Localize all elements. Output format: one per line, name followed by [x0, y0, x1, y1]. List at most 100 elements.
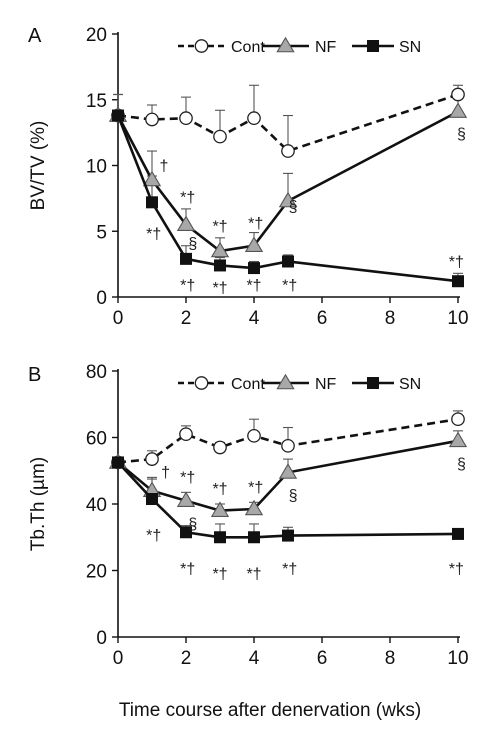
legend-label: SN — [399, 39, 421, 56]
significance-mark: *† — [282, 277, 297, 294]
data-point — [214, 531, 226, 544]
significance-marks: † *† *† *† *† § § § *† *† *† *† *† — [146, 126, 466, 297]
legend-marker — [367, 40, 379, 52]
data-point — [213, 129, 227, 144]
significance-mark: *† — [212, 566, 227, 583]
x-tick-label: 2 — [181, 648, 192, 669]
series-nf — [108, 431, 468, 517]
x-tick-label: 10 — [447, 648, 468, 669]
y-axis-title: Tb.Th (µm) — [28, 457, 49, 551]
data-point — [112, 456, 124, 469]
significance-mark: *† — [146, 528, 161, 545]
x-axis-title: Time course after denervation (wks) — [119, 700, 421, 721]
significance-mark: *† — [146, 226, 161, 243]
significance-mark: § — [457, 456, 466, 473]
legend-entry-sn: SN — [352, 39, 421, 56]
significance-mark: *† — [212, 481, 227, 498]
significance-marks: † *† *† *† *† § § § *† *† *† *† *† — [146, 456, 466, 583]
y-tick-label: 0 — [96, 288, 107, 309]
data-point — [451, 87, 465, 102]
significance-mark: *† — [212, 218, 227, 235]
panel-b-tb-th: B 0 20 40 60 80 0 2 4 6 8 10 Tb.Th (µm) † *† *† *† *† § § § *… — [28, 362, 469, 669]
data-point — [180, 526, 192, 539]
data-point — [179, 111, 193, 126]
x-tick-label: 0 — [113, 648, 124, 669]
y-tick-label: 0 — [96, 628, 107, 649]
panel-a-bv-tv: A 0 5 10 15 20 0 2 4 6 8 10 BV/TV (%) † *† *† *† *† § § § *† *… — [28, 25, 469, 329]
data-point — [213, 440, 227, 455]
data-point — [448, 431, 468, 448]
legend-label: Cont — [231, 376, 265, 393]
x-tick-label: 10 — [447, 308, 468, 329]
x-tick-label: 4 — [249, 648, 260, 669]
significance-mark: *† — [246, 277, 261, 294]
y-tick-label: 15 — [86, 91, 107, 112]
data-point — [146, 493, 158, 506]
y-tick-label: 5 — [96, 222, 107, 243]
legend-label: Cont — [231, 39, 265, 56]
significance-mark: *† — [212, 280, 227, 297]
data-point — [179, 427, 193, 442]
legend-marker — [276, 36, 295, 53]
significance-mark: *† — [449, 561, 464, 578]
errorbars-cont — [113, 410, 463, 463]
legend-marker — [276, 373, 295, 390]
significance-mark: *† — [248, 479, 263, 496]
x-tick-label: 8 — [385, 308, 396, 329]
data-point — [452, 527, 464, 540]
y-tick-label: 10 — [86, 157, 107, 178]
data-point — [176, 215, 196, 231]
errorbars-cont — [113, 84, 463, 152]
data-point — [176, 491, 196, 507]
data-point — [278, 463, 298, 479]
significance-mark: § — [457, 126, 466, 143]
significance-mark: *† — [248, 216, 263, 233]
data-point — [248, 531, 260, 544]
data-point — [282, 529, 294, 542]
data-point — [448, 102, 468, 118]
data-point — [210, 241, 230, 258]
legend-label: NF — [315, 376, 337, 393]
data-point — [247, 111, 261, 126]
data-point — [146, 196, 158, 209]
panel-label: B — [28, 364, 41, 386]
data-point — [145, 112, 159, 127]
x-tick-label: 2 — [181, 308, 192, 329]
data-point — [145, 452, 159, 466]
x-tick-label: 6 — [317, 308, 328, 329]
legend-marker — [194, 39, 209, 53]
data-point — [214, 259, 226, 272]
legend-entry-sn: SN — [352, 376, 421, 393]
series-sn — [112, 456, 464, 544]
y-tick-label: 20 — [86, 562, 107, 583]
x-tick-label: 4 — [249, 308, 260, 329]
significance-mark: *† — [449, 254, 464, 271]
y-tick-label: 80 — [86, 362, 107, 383]
legend-marker — [367, 377, 379, 389]
data-point — [180, 252, 192, 265]
legend-entry-nf: NF — [262, 373, 337, 393]
y-tick-label: 60 — [86, 429, 107, 450]
data-point — [244, 236, 264, 253]
data-point — [210, 501, 230, 517]
significance-mark: *† — [180, 277, 195, 294]
significance-mark: *† — [180, 189, 195, 206]
significance-mark: *† — [246, 566, 261, 583]
y-tick-label: 20 — [86, 25, 107, 46]
x-tick-label: 0 — [113, 308, 124, 329]
legend-label: SN — [399, 376, 421, 393]
significance-mark: † — [161, 464, 170, 481]
legend-entry-cont: Cont — [178, 376, 265, 393]
data-point — [248, 262, 260, 275]
legend: Cont NF SN — [178, 373, 421, 393]
data-point — [281, 438, 295, 453]
legend-marker — [194, 376, 209, 390]
significance-mark: *† — [282, 561, 297, 578]
significance-mark: § — [188, 516, 197, 533]
y-tick-label: 40 — [86, 495, 107, 516]
significance-mark: † — [159, 158, 168, 175]
panel-label: A — [28, 25, 42, 47]
data-point — [451, 412, 465, 427]
significance-mark: *† — [180, 561, 195, 578]
